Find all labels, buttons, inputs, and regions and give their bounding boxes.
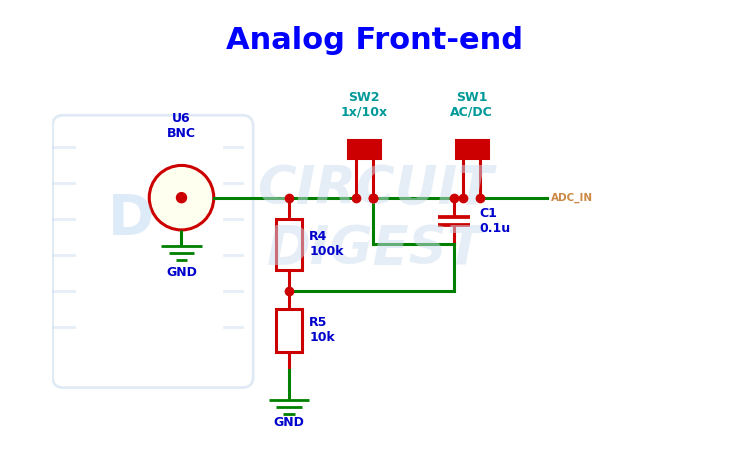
Bar [456,140,488,158]
Text: CIRCUIT
DIGEST: CIRCUIT DIGEST [256,163,493,275]
Text: Analog Front-end: Analog Front-end [226,26,524,55]
FancyBboxPatch shape [276,309,302,352]
Text: SW2
1x/10x: SW2 1x/10x [340,91,388,119]
FancyBboxPatch shape [276,219,302,270]
Text: SW1
AC/DC: SW1 AC/DC [450,91,493,119]
Text: GND: GND [274,416,304,429]
Text: R5
10k: R5 10k [309,316,334,344]
Text: ADC_IN: ADC_IN [550,192,592,203]
Circle shape [176,193,187,203]
Text: R4
100k: R4 100k [309,230,344,258]
Bar [349,140,380,158]
Text: C1
0.1u: C1 0.1u [479,207,510,235]
Text: GND: GND [166,266,197,279]
Text: U6
BNC: U6 BNC [167,113,196,140]
Circle shape [149,165,214,230]
Text: D: D [108,192,154,246]
